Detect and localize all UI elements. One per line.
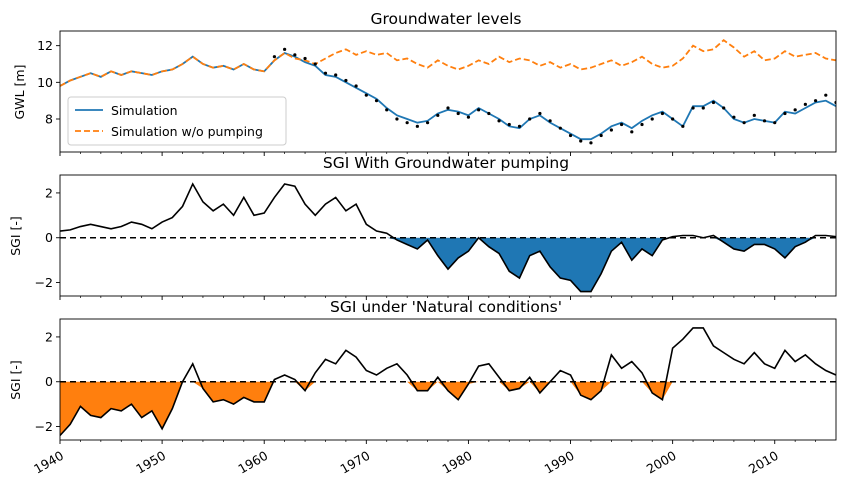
panel-3-title: SGI under 'Natural conditions' [330, 298, 562, 316]
observation-point [558, 126, 562, 130]
observation-point [425, 121, 430, 125]
y-tick-label: 2 [45, 329, 53, 344]
sgi-line [60, 327, 836, 437]
observation-point [354, 84, 358, 88]
observation-point [711, 100, 716, 105]
observation-point [671, 117, 675, 121]
observation-point [487, 111, 491, 116]
panel-1-plot: 8 10 12 [37, 30, 837, 156]
simulation-no-pumping-line [60, 39, 836, 87]
plot-frame [59, 318, 837, 441]
observation-point [385, 108, 389, 112]
x-tick-label: 1990 [542, 448, 577, 477]
observation-point [456, 111, 460, 116]
panel-3-ylabel: SGI [-] [8, 360, 23, 400]
y-tick-label: −2 [35, 275, 53, 290]
observation-point [528, 117, 532, 121]
observation-point [630, 130, 634, 134]
x-tick-label: 1970 [337, 448, 372, 477]
legend: Simulation Simulation w/o pumping [67, 96, 287, 146]
x-tick-label: 2010 [746, 448, 781, 477]
observation-point [722, 106, 726, 110]
observation-point [446, 106, 450, 110]
observation-point [323, 71, 328, 75]
x-tick-label: 1940 [31, 448, 66, 477]
observation-point [283, 47, 287, 51]
observation-point [824, 93, 828, 97]
observation-point [364, 93, 368, 97]
legend-box [67, 96, 287, 146]
observation-point [773, 121, 777, 125]
panel-3-plot: −2 0 2 1940 1950 1960 1970 1980 1990 2000 2010 [31, 318, 837, 477]
observation-point [334, 73, 338, 77]
observation-point [313, 62, 317, 66]
observation-point [599, 133, 603, 138]
observation-point [497, 119, 501, 123]
legend-label-simulation-no-pumping: Simulation w/o pumping [111, 124, 263, 139]
panel-sgi-with-pumping: SGI With Groundwater pumping SGI [-] −2 0… [8, 154, 837, 300]
plot-frame [59, 174, 837, 297]
observation-point [538, 111, 542, 116]
observation-point [589, 141, 593, 145]
observation-point [681, 124, 685, 128]
observation-point [548, 119, 552, 123]
panel-1-title: Groundwater levels [370, 10, 521, 28]
y-tick-label: 2 [45, 185, 53, 200]
observation-point [793, 108, 797, 112]
x-tick-label: 2000 [644, 448, 679, 477]
x-tick-label: 1950 [133, 448, 168, 477]
observation-point [752, 113, 756, 117]
plot-area [60, 182, 836, 293]
observation-point [303, 56, 307, 61]
y-tick-label: 10 [37, 75, 53, 90]
observation-point [507, 122, 511, 127]
observation-point [609, 128, 613, 132]
observation-point [701, 106, 705, 110]
observation-point [813, 99, 818, 103]
observation-point [803, 102, 807, 106]
y-tick-label: 0 [45, 374, 53, 389]
observation-point [344, 78, 348, 83]
plot-area [60, 39, 836, 145]
panel-2-plot: −2 0 2 [35, 174, 837, 300]
negative-fill-area [60, 381, 836, 436]
observation-point [293, 53, 297, 57]
observation-point [691, 106, 695, 110]
observation-point [579, 139, 583, 143]
observation-point [650, 117, 654, 121]
observation-point [405, 121, 409, 125]
panel-1-ylabel: GWL [m] [12, 65, 27, 120]
observation-point [436, 113, 440, 117]
observation-point [517, 124, 522, 128]
plot-area [60, 327, 836, 437]
x-tick-label: 1980 [440, 448, 475, 477]
observation-point [732, 115, 736, 119]
panel-groundwater-levels: Groundwater levels GWL [m] 8 10 12 Simulat… [12, 10, 837, 156]
panel-2-ylabel: SGI [-] [8, 216, 23, 256]
observation-point [783, 111, 787, 116]
observation-point [272, 55, 277, 59]
observation-point [742, 121, 746, 125]
x-tick-label: 1960 [235, 448, 270, 477]
observation-point [415, 124, 419, 128]
panel-2-title: SGI With Groundwater pumping [323, 154, 569, 172]
y-tick-label: 8 [45, 112, 53, 127]
observation-point [619, 122, 624, 127]
sgi-line [60, 182, 836, 293]
observation-point [660, 111, 665, 116]
y-tick-label: 12 [37, 38, 53, 53]
observation-point [466, 115, 471, 119]
negative-fill-area [60, 237, 836, 292]
observation-point [477, 108, 481, 112]
legend-label-simulation: Simulation [111, 103, 178, 118]
observation-point [762, 119, 767, 123]
observation-point [374, 99, 379, 103]
y-tick-label: 0 [45, 230, 53, 245]
observation-point [640, 122, 644, 127]
y-tick-label: −2 [35, 419, 53, 434]
panel-sgi-natural: SGI under 'Natural conditions' SGI [-] −… [8, 298, 837, 477]
observation-point [395, 117, 399, 121]
observation-point [568, 133, 573, 138]
